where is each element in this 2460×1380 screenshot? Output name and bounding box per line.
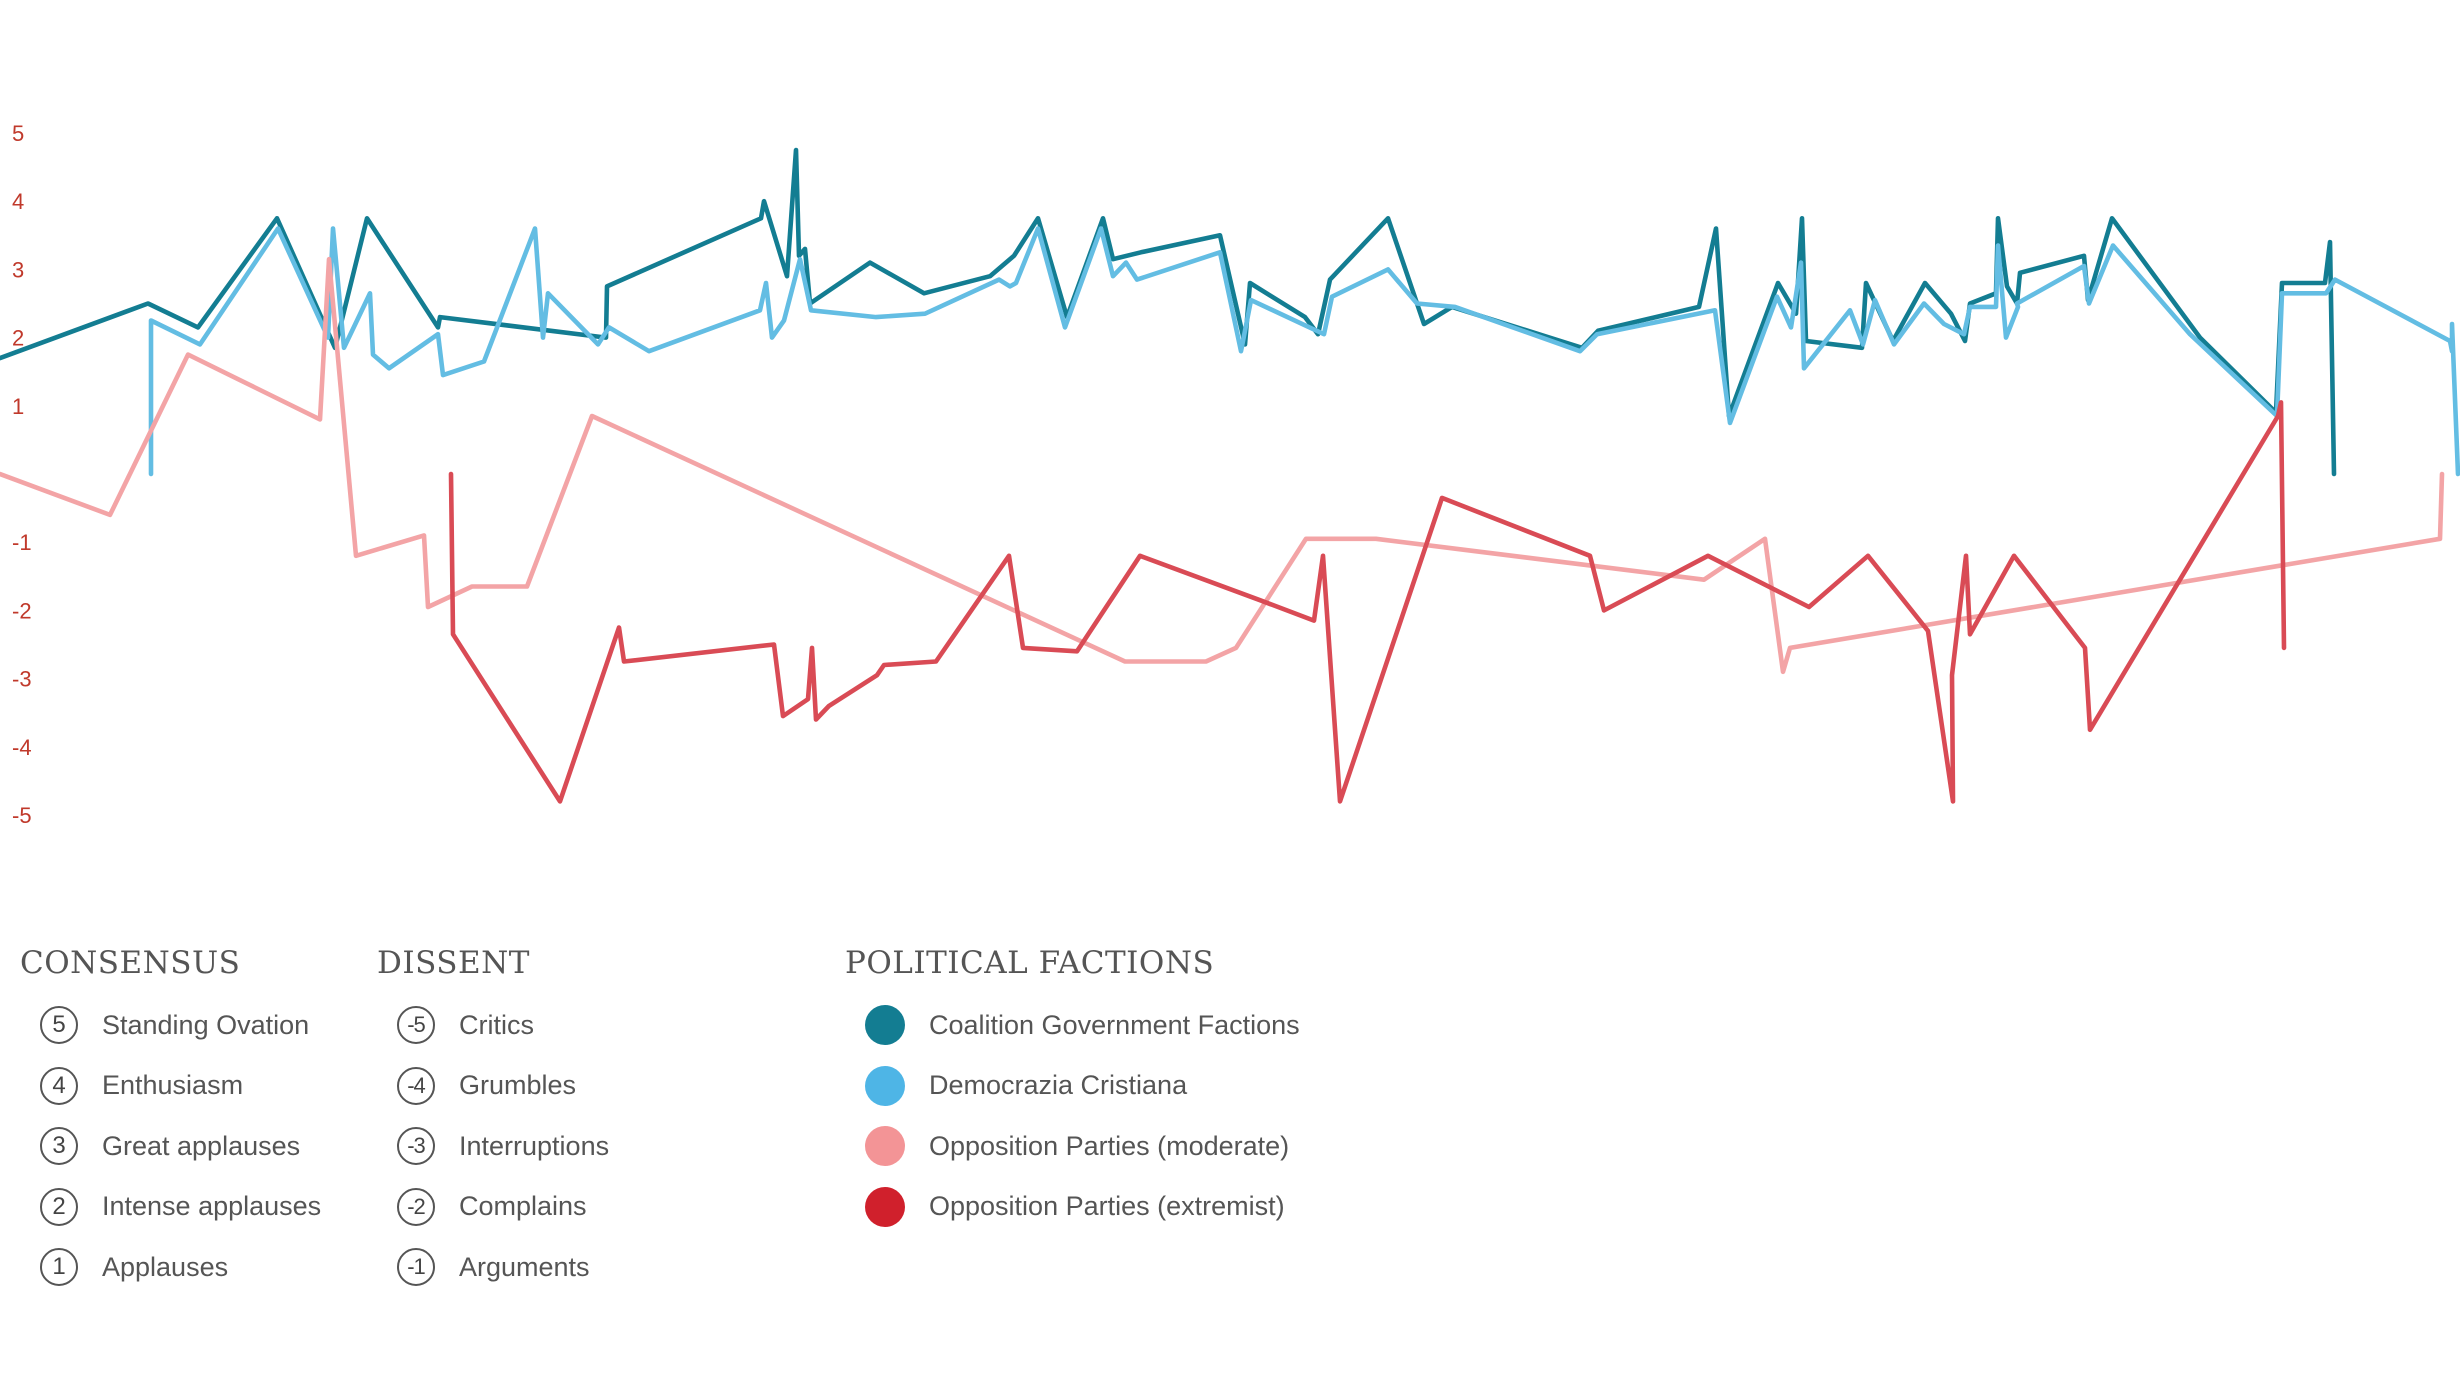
legend-faction-item: Opposition Parties (extremist): [845, 1177, 1300, 1238]
legend-faction-item: Opposition Parties (moderate): [845, 1116, 1300, 1177]
faction-dot-icon: [865, 1065, 905, 1106]
faction-dot-icon: [865, 1126, 905, 1167]
legend-label: Coalition Government Factions: [929, 1009, 1300, 1040]
series-line-coalition: [0, 147, 2337, 477]
legend-label: Complains: [459, 1191, 587, 1222]
legend-consensus-item: 3 Great applauses: [20, 1116, 321, 1177]
legend-label: Opposition Parties (moderate): [929, 1130, 1290, 1161]
series-line-extremist: [448, 400, 2287, 804]
legend-faction-item: Democrazia Cristiana: [845, 1056, 1300, 1117]
legend-dissent-item: -1 Arguments: [377, 1237, 609, 1298]
legend-label: Standing Ovation: [102, 1009, 310, 1040]
y-tick-label: 5: [12, 121, 24, 146]
legend-consensus-item: 1 Applauses: [20, 1237, 321, 1298]
legend-factions-title: POLITICAL FACTIONS: [845, 945, 1215, 981]
score-4-icon: 4: [40, 1066, 78, 1105]
y-axis-ticks: 5 4 3 2 1 -1 -2 -3 -4 -5: [12, 121, 32, 828]
legend-consensus-item: 2 Intense applauses: [20, 1177, 321, 1238]
y-tick-label: -1: [12, 530, 32, 555]
legend-consensus-item: 4 Enthusiasm: [20, 1056, 321, 1117]
legend-consensus: CONSENSUS 5 Standing Ovation 4 Enthusiasm …: [20, 945, 321, 1298]
legend-dissent-item: -2 Complains: [377, 1177, 609, 1238]
legend-factions: POLITICAL FACTIONS Coalition Government …: [845, 945, 1300, 1237]
faction-dot-icon: [865, 1186, 905, 1227]
score-3-icon: 3: [40, 1127, 78, 1166]
legend-label: Applauses: [102, 1251, 229, 1282]
y-tick-label: -5: [12, 803, 32, 828]
legend-label: Interruptions: [459, 1130, 610, 1161]
y-tick-label: 1: [12, 394, 24, 419]
score-5-icon: 5: [40, 1006, 78, 1045]
y-tick-label: -2: [12, 598, 32, 623]
series-line-dc: [148, 226, 2460, 477]
y-tick-label: 4: [12, 189, 24, 214]
legend-dissent-item: -5 Critics: [377, 995, 609, 1056]
legend-label: Opposition Parties (extremist): [929, 1191, 1285, 1222]
legend-label: Democrazia Cristiana: [929, 1070, 1188, 1101]
series-lines: [0, 147, 2460, 804]
legend-dissent-item: -3 Interruptions: [377, 1116, 609, 1177]
legend-dissent-item: -4 Grumbles: [377, 1056, 609, 1117]
y-tick-label: -4: [12, 735, 32, 760]
legend-label: Arguments: [459, 1251, 590, 1282]
legend-label: Critics: [459, 1009, 534, 1040]
y-tick-label: 3: [12, 257, 24, 282]
score-1-icon: 1: [40, 1248, 78, 1287]
legend-dissent-title: DISSENT: [377, 945, 530, 981]
score-minus-3-icon: -3: [397, 1127, 435, 1166]
reaction-chart: 5 4 3 2 1 -1 -2 -3 -4 -5: [0, 121, 2460, 828]
score-minus-2-icon: -2: [397, 1187, 435, 1226]
legend-dissent: DISSENT -5 Critics -4 Grumbles -3 Interrupt…: [377, 945, 609, 1298]
score-2-icon: 2: [40, 1187, 78, 1226]
legend-label: Great applauses: [102, 1130, 301, 1161]
series-line-moderate: [0, 256, 2445, 675]
legend-consensus-item: 5 Standing Ovation: [20, 995, 321, 1056]
legend-faction-item: Coalition Government Factions: [845, 995, 1300, 1056]
score-minus-1-icon: -1: [397, 1248, 435, 1287]
y-tick-label: 2: [12, 326, 24, 351]
legend-consensus-title: CONSENSUS: [20, 945, 241, 981]
y-tick-label: -3: [12, 667, 32, 692]
score-minus-5-icon: -5: [397, 1006, 435, 1045]
score-minus-4-icon: -4: [397, 1066, 435, 1105]
legend-label: Grumbles: [459, 1070, 577, 1101]
faction-dot-icon: [865, 1005, 905, 1046]
legend-label: Intense applauses: [102, 1191, 322, 1222]
legend-label: Enthusiasm: [102, 1070, 244, 1101]
